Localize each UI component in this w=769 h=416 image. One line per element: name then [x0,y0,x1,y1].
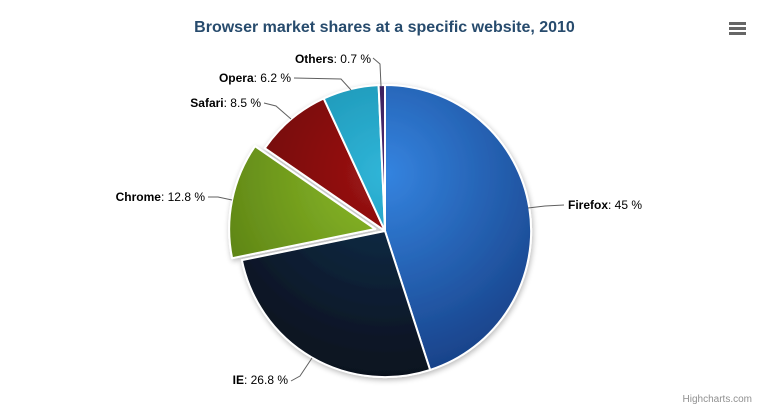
pie-slice-others[interactable] [377,83,386,232]
label-connector-firefox [527,204,565,209]
data-label-safari: Safari: 8.5 % [190,96,261,110]
hamburger-icon [729,26,746,30]
label-connector-opera [293,77,352,91]
data-labels: Firefox: 45 % IE: 26.8 % Chrome: 12.8 % Saf… [116,52,643,387]
label-connector-others [372,57,382,87]
export-menu-button[interactable] [729,21,749,37]
label-connector-chrome [208,196,233,201]
pie-series [228,83,533,379]
data-label-opera: Opera: 6.2 % [219,71,291,85]
data-label-others: Others: 0.7 % [295,52,371,66]
chart-title: Browser market shares at a specific webs… [194,19,575,36]
pie-slice-ie[interactable] [240,230,432,379]
label-connector-ie [290,357,313,382]
credits-link[interactable]: Highcharts.com [682,394,752,405]
pie-slice-chrome[interactable] [228,145,377,260]
data-label-ie: IE: 26.8 % [233,373,289,387]
hamburger-icon [729,21,746,25]
hamburger-icon [729,31,746,35]
data-label-firefox: Firefox: 45 % [568,198,642,212]
label-connectors [208,57,565,382]
label-connector-safari [263,102,292,120]
data-label-chrome: Chrome: 12.8 % [116,190,206,204]
